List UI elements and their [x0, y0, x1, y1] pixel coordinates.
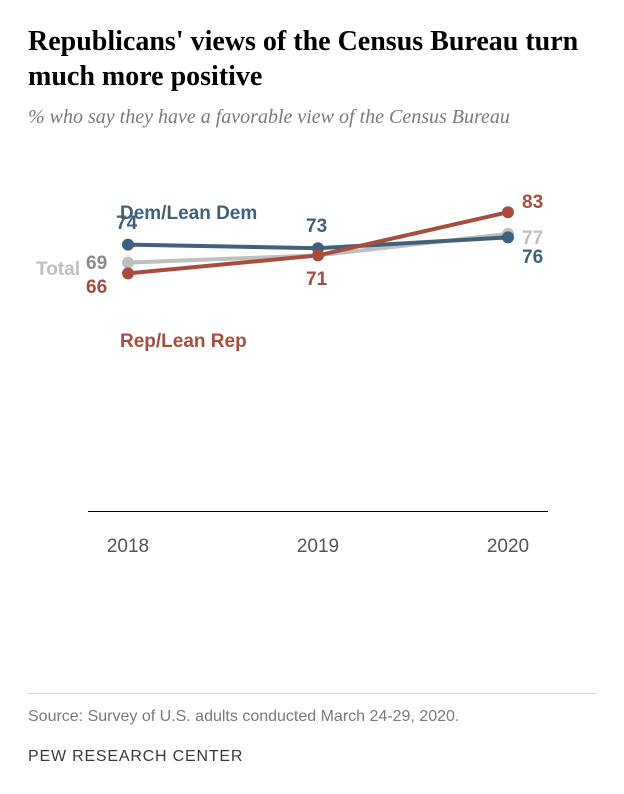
value-label-total-start: 69	[86, 253, 107, 275]
marker-total-0	[122, 257, 134, 269]
marker-dem-2	[502, 231, 514, 243]
marker-rep-0	[122, 267, 134, 279]
value-label-dem-2: 76	[522, 247, 543, 269]
value-label-dem-0: 74	[116, 213, 137, 235]
chart-footer: Source: Survey of U.S. adults conducted …	[28, 693, 596, 766]
series-label-dem: Dem/Lean Dem	[120, 203, 257, 225]
marker-dem-0	[122, 239, 134, 251]
chart-area: 2018 2019 2020 Total Dem/Lean Dem Rep/Lean Re…	[28, 151, 588, 591]
value-label-total-end: 77	[522, 228, 543, 250]
chart-subtitle: % who say they have a favorable view of …	[28, 104, 596, 131]
x-axis-baseline	[88, 511, 548, 512]
attribution-text: PEW RESEARCH CENTER	[28, 748, 596, 766]
source-text: Source: Survey of U.S. adults conducted …	[28, 708, 596, 726]
footer-divider	[28, 693, 596, 694]
series-label-total: Total	[36, 259, 80, 281]
value-label-rep-0: 66	[86, 277, 107, 299]
series-label-rep: Rep/Lean Rep	[120, 331, 247, 353]
marker-rep-2	[502, 206, 514, 218]
value-label-rep-2: 83	[522, 192, 543, 214]
value-label-rep-1: 71	[306, 269, 327, 291]
x-tick-2019: 2019	[297, 536, 339, 558]
value-label-dem-1: 73	[306, 216, 327, 238]
x-tick-2020: 2020	[487, 536, 529, 558]
marker-rep-1	[312, 249, 324, 261]
x-tick-2018: 2018	[107, 536, 149, 558]
chart-title: Republicans' views of the Census Bureau …	[28, 24, 596, 94]
